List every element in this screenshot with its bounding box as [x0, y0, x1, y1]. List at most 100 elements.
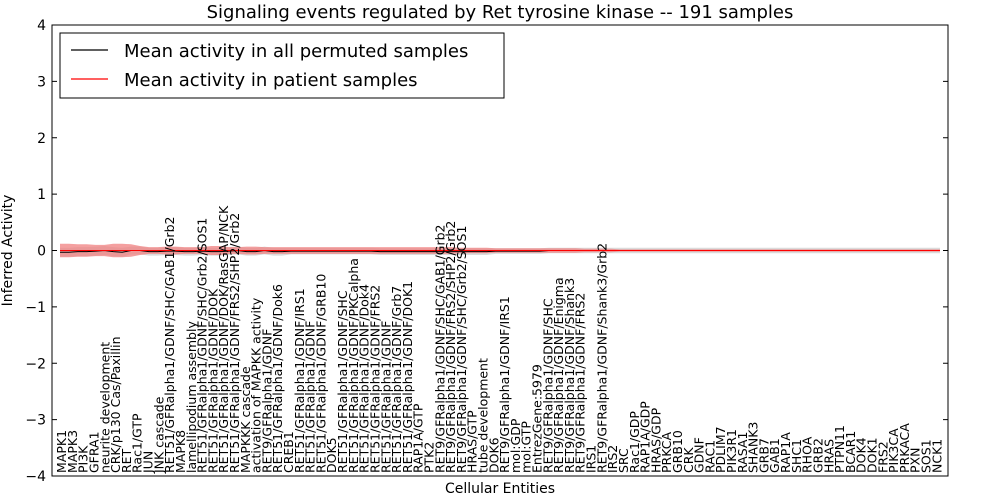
- x-tick-label: RET9/GFRalpha1/GDNF/SHC/GAB1/Grb2: [432, 224, 447, 473]
- x-tick-label: MAPK8: [173, 430, 188, 473]
- x-tick-label: PI3K: [76, 445, 91, 473]
- y-tick-label: 4: [37, 18, 46, 34]
- x-tick-label: GFRA1: [87, 431, 102, 473]
- x-tick-label: PTK2: [422, 442, 437, 473]
- y-tick-label: 0: [37, 244, 46, 260]
- x-tick-label: FRS2: [875, 441, 890, 473]
- x-tick-label: RET51/GFRalpha1/GDNF/Dok6: [270, 284, 285, 473]
- x-tick-label: MAPKKK cascade: [238, 366, 253, 473]
- x-tick-label: DOK4: [854, 437, 869, 473]
- x-tick-label: RASA1: [735, 432, 750, 473]
- x-tick-label: neurite development: [97, 342, 112, 473]
- x-tick-label: mol:GTP: [519, 421, 534, 473]
- x-tick-label: DOK6: [486, 437, 501, 473]
- x-tick-label: PRKCA: [659, 432, 674, 473]
- x-tick-label: PDLIM7: [713, 426, 728, 473]
- x-tick-label: GRB2: [810, 438, 825, 473]
- x-tick-label: RET9/GFRalpha1/GDNF/Enigma: [551, 277, 566, 473]
- x-tick-label: RET51/GFRalpha1/GDNF/DOK/RasGAP/NCK: [216, 205, 231, 473]
- x-tick-label: RET51/GFRalpha1/GDNF/DOK: [205, 288, 220, 473]
- x-tick-label: RET51/GFRalpha1/GDNF/Dok4: [357, 284, 372, 473]
- x-tick-label: RAP1A: [778, 432, 793, 473]
- x-tick-label: GRB10: [670, 430, 685, 473]
- x-tick-label: JNK cascade: [151, 396, 166, 474]
- x-tick-label: RET: [119, 448, 134, 473]
- x-tick-label: PXN: [908, 448, 923, 473]
- x-tick-label: RAC1: [702, 440, 717, 473]
- x-tick-label: IRS2: [605, 445, 620, 473]
- x-tick-label: lamellipodium assembly: [184, 321, 199, 473]
- x-tick-label: EntrezGene:5979: [530, 364, 545, 473]
- x-axis-label: Cellular Entities: [445, 481, 555, 497]
- x-tick-label: RET51/GFRalpha1/GDNF/SHC/Grb2/SOS1: [195, 218, 210, 473]
- x-tick-label: RET9/GFRalpha1/GDNF: [259, 329, 274, 473]
- x-tick-label: RET51/GFRalpha1/GDNF/SHC/GAB1/Grb2: [162, 217, 177, 473]
- x-tick-label: tube development: [476, 358, 491, 473]
- x-tick-label: RET9/GFRalpha1/GDNF/FRS2: [573, 293, 588, 473]
- x-tick-label: RET51/GFRalpha1/GDNF/Grb7: [389, 286, 404, 473]
- x-tick-label: RET51/GFRalpha1/GDNF: [303, 321, 318, 473]
- x-tick-label: Rac1/GTP: [130, 413, 145, 473]
- x-tick-label: RAP1A/GDP: [638, 401, 653, 473]
- legend-box: [59, 32, 505, 99]
- y-axis-label: Inferred Activity: [0, 195, 16, 307]
- x-tick-label: HRAS: [821, 439, 836, 473]
- y-tick-label: −1: [25, 300, 46, 316]
- x-tick-label: CRK: [681, 447, 696, 473]
- x-tick-label: SOS1: [919, 439, 934, 473]
- x-tick-label: RET9/GFRalpha1/GDNF/Shank3: [562, 278, 577, 473]
- x-tick-label: RET51/GFRalpha1/GDNF/FRS2/SHP2/Grb2: [227, 213, 242, 473]
- legend-label-patient: Mean activity in patient samples: [124, 70, 418, 91]
- x-tick-label: RET9/GFRalpha1/GDNF/IRS1: [497, 296, 512, 473]
- x-tick-label: PTPN11: [832, 425, 847, 473]
- x-tick-label: DOK1: [865, 437, 880, 473]
- x-tick-label: RET9/GFRalpha1/GDNF/FRS2/SHP2/Grb2: [443, 221, 458, 473]
- x-tick-label: CRK/p130 Cas/Paxillin: [108, 336, 123, 473]
- x-tick-label: RHOA: [800, 436, 815, 473]
- x-tick-label: RET9/GFRalpha1/GDNF/SHC/Grb2/SOS1: [454, 226, 469, 473]
- y-axis-ticks: −4 −3 −2 −1 0 1 2 3 4: [25, 18, 948, 485]
- x-tick-label: RET51/GFRalpha1/GDNF/GRB10: [313, 274, 328, 473]
- y-tick-label: 2: [37, 131, 46, 147]
- x-tick-label: RET9/GFRalpha1/GDNF/SHC: [540, 298, 555, 473]
- series-lines: [60, 249, 940, 253]
- x-tick-label: GRB7: [756, 438, 771, 473]
- x-tick-label: MAPK1: [54, 430, 69, 473]
- x-tick-label: mol:GDP: [508, 418, 523, 473]
- x-tick-label: RET9/GFRalpha1/GDNF/Shank3/Grb2: [594, 243, 609, 473]
- x-tick-label: RAP1A/GTP: [411, 403, 426, 473]
- legend-label-permuted: Mean activity in all permuted samples: [124, 41, 468, 62]
- y-tick-label: 3: [37, 74, 46, 90]
- x-tick-label: BCAR1: [843, 431, 858, 473]
- x-tick-label: RET51/GFRalpha1/GDNF/FRS2: [367, 285, 382, 473]
- x-tick-label: SHANK3: [746, 422, 761, 473]
- x-tick-label: SHC1: [789, 439, 804, 473]
- x-tick-label: CREB1: [281, 431, 296, 473]
- x-tick-label: HRAS/GDP: [648, 407, 663, 473]
- y-tick-label: −4: [25, 469, 46, 485]
- x-tick-label: RET51/GFRalpha1/GDNF/DOK1: [400, 281, 415, 473]
- x-tick-label: HRAS/GTP: [465, 410, 480, 473]
- x-tick-label: GAB1: [767, 438, 782, 473]
- x-tick-label: MAPK3: [65, 430, 80, 473]
- y-tick-label: −3: [25, 413, 46, 429]
- y-tick-label: −2: [25, 356, 46, 372]
- x-tick-label: RET51/GFRalpha1/GDNF/PKCalpha: [346, 258, 361, 473]
- x-tick-label: PIK3R1: [724, 429, 739, 473]
- x-tick-label: Rac1/GDP: [627, 411, 642, 473]
- y-tick-label: 1: [37, 187, 46, 203]
- x-tick-label: RET51/GFRalpha1/GDNF: [378, 321, 393, 473]
- chart-legend: Mean activity in all permuted samples Me…: [59, 32, 505, 99]
- x-tick-label: RET51/GFRalpha1/GDNF/IRS1: [292, 288, 307, 473]
- x-tick-label: IRS1: [584, 445, 599, 473]
- x-tick-label: SRC: [616, 448, 631, 473]
- x-tick-label: GDNF: [692, 437, 707, 473]
- x-tick-label: activation of MAPKK activity: [249, 297, 264, 473]
- x-tick-label: RET51/GFRalpha1/GDNF/SHC: [335, 290, 350, 473]
- x-tick-label: DOK5: [324, 437, 339, 473]
- chart-title: Signaling events regulated by Ret tyrosi…: [207, 2, 794, 23]
- x-tick-label: NCK1: [929, 439, 944, 473]
- x-tick-label: PIK3CA: [886, 428, 901, 473]
